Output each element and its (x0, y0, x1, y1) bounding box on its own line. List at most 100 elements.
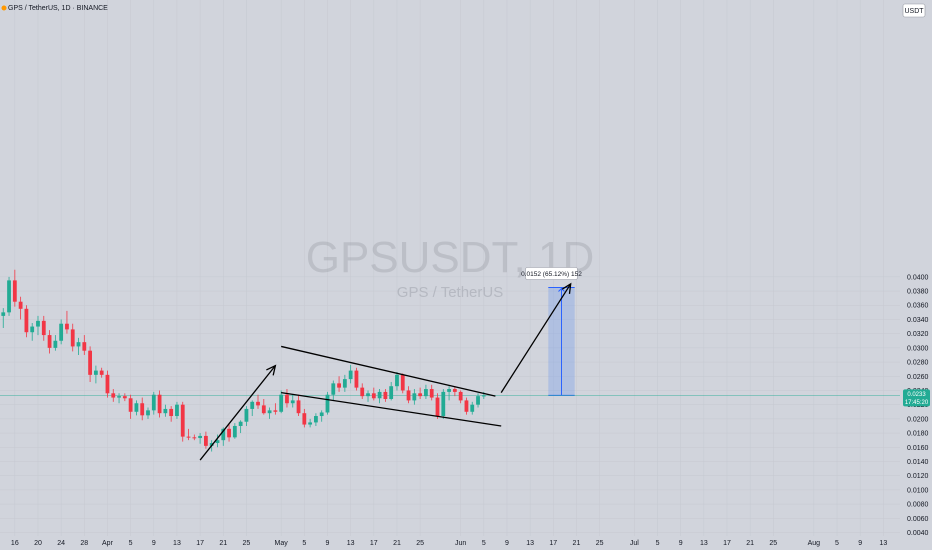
candle[interactable] (458, 390, 463, 404)
candle[interactable] (70, 323, 75, 352)
candle[interactable] (360, 383, 365, 399)
candle[interactable] (435, 393, 440, 419)
candle[interactable] (117, 393, 121, 404)
drawings[interactable] (199, 282, 572, 461)
trendline-channel-upper[interactable] (281, 345, 496, 397)
candle[interactable] (82, 335, 87, 355)
candle[interactable] (238, 420, 243, 434)
candle[interactable] (180, 401, 185, 442)
candle[interactable] (377, 389, 382, 404)
candle[interactable] (290, 394, 295, 408)
candle[interactable] (348, 364, 353, 384)
arrow-2[interactable] (500, 282, 572, 393)
candle[interactable] (273, 403, 278, 415)
candle[interactable] (1, 308, 6, 328)
candle[interactable] (244, 406, 249, 426)
candle[interactable] (134, 400, 139, 416)
arrow-1[interactable] (199, 364, 277, 461)
candle[interactable] (395, 372, 399, 391)
candle[interactable] (308, 418, 313, 428)
candle[interactable] (76, 337, 81, 355)
candle[interactable] (383, 389, 388, 402)
candle[interactable] (128, 394, 133, 419)
price-scale-panel[interactable] (900, 0, 932, 550)
price-tick-label: 0.0140 (907, 459, 929, 466)
candle[interactable] (302, 408, 307, 428)
candle[interactable] (314, 413, 318, 426)
candle[interactable] (389, 381, 394, 401)
candle[interactable] (111, 389, 116, 402)
candle[interactable] (175, 401, 179, 419)
candle[interactable] (296, 394, 301, 417)
candle-body (296, 400, 301, 414)
candle[interactable] (232, 423, 237, 439)
candle[interactable] (354, 367, 359, 391)
candle[interactable] (146, 407, 150, 419)
candle[interactable] (319, 410, 324, 422)
candlestick-series[interactable] (0, 266, 486, 452)
candle[interactable] (441, 389, 446, 419)
candle[interactable] (65, 310, 69, 334)
candle[interactable] (36, 315, 40, 336)
candle[interactable] (18, 296, 23, 320)
candle[interactable] (337, 376, 341, 392)
candle[interactable] (157, 390, 162, 418)
candle[interactable] (429, 384, 434, 401)
candle[interactable] (285, 389, 289, 408)
candle[interactable] (342, 374, 347, 392)
candle[interactable] (267, 407, 272, 419)
candle[interactable] (169, 406, 174, 422)
candle[interactable] (122, 393, 127, 402)
candle[interactable] (400, 373, 405, 394)
candle[interactable] (447, 386, 451, 401)
price-scale[interactable]: 0.0040 0.0060 0.0080 0.0100 0.0120 0.0140 0.01… (900, 0, 932, 550)
candle[interactable] (47, 330, 52, 354)
candle[interactable] (476, 393, 480, 408)
time-scale-panel[interactable] (0, 536, 932, 550)
candle[interactable] (140, 397, 145, 421)
candle[interactable] (412, 389, 417, 405)
candle[interactable] (88, 346, 92, 382)
candle-body (464, 400, 469, 412)
candle[interactable] (331, 380, 336, 401)
candle[interactable] (470, 401, 475, 415)
candle[interactable] (227, 423, 231, 442)
candle[interactable] (192, 434, 197, 441)
currency-badge[interactable] (902, 3, 926, 18)
candle[interactable] (250, 400, 255, 417)
candle[interactable] (464, 397, 469, 415)
candle[interactable] (59, 319, 64, 345)
candle[interactable] (30, 322, 35, 341)
trendline-channel-lower[interactable] (281, 391, 502, 427)
candle[interactable] (215, 434, 220, 448)
candle[interactable] (151, 391, 156, 415)
candle[interactable] (261, 398, 266, 415)
gridlines (0, 0, 907, 536)
candle[interactable] (198, 433, 203, 444)
candle[interactable] (186, 428, 191, 441)
candle[interactable] (99, 367, 104, 378)
candle[interactable] (366, 390, 370, 402)
candle[interactable] (256, 394, 260, 409)
candle[interactable] (406, 386, 411, 404)
candle[interactable] (53, 335, 58, 351)
candle[interactable] (371, 387, 376, 401)
candle[interactable] (279, 390, 284, 414)
candle[interactable] (204, 431, 208, 449)
time-scale[interactable]: 16 20 24 28 Apr 5 9 13 17 21 25 May 5 9 13 17 21 25 Jun 5 9 1… (0, 536, 932, 550)
candle[interactable] (24, 305, 29, 338)
price-range-measure[interactable]: 0.0152 (65.12%) 152 (521, 267, 582, 396)
candle-body (389, 386, 394, 399)
candle[interactable] (163, 404, 168, 417)
candle[interactable] (105, 370, 110, 398)
candle[interactable] (452, 386, 457, 397)
candle[interactable] (41, 315, 46, 341)
candle[interactable] (93, 365, 98, 384)
candle[interactable] (325, 391, 330, 415)
candle[interactable] (7, 276, 11, 316)
candle[interactable] (12, 269, 17, 307)
candle[interactable] (424, 384, 428, 399)
candle[interactable] (418, 387, 423, 399)
